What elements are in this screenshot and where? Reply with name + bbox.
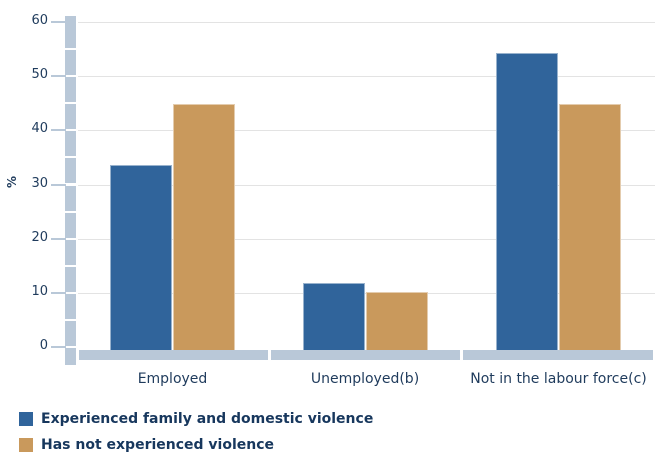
legend-item-experienced-violence: Experienced family and domestic violence: [19, 406, 373, 432]
y-axis-band-segment: [65, 348, 76, 365]
legend-label-experienced-violence: Experienced family and domestic violence: [41, 411, 374, 427]
x-axis-label: Unemployed(b): [310, 371, 420, 387]
legend-swatch-blue: [19, 412, 33, 426]
gridline: [78, 76, 655, 78]
y-axis-band-segment: [65, 16, 76, 49]
x-axis-label: Employed: [137, 371, 208, 387]
y-axis-band-segment: [65, 158, 76, 184]
y-axis-tick: [51, 237, 66, 240]
y-axis-tick-label: 50: [31, 67, 48, 83]
y-axis-tick-label: 60: [31, 13, 48, 28]
legend-item-no-violence: Has not experienced violence: [19, 432, 373, 458]
gridline: [78, 22, 655, 23]
legend: Experienced family and domestic violence…: [19, 406, 373, 458]
gridline: [78, 238, 655, 240]
bar-has-not-experienced-2: [365, 291, 428, 350]
y-axis-band-segment: [65, 266, 76, 292]
x-axis-band: [79, 350, 268, 360]
y-axis-band-segment: [65, 185, 76, 211]
x-axis-band: [463, 350, 653, 360]
y-axis-band-segment: [65, 104, 76, 130]
y-axis-band-segment: [65, 320, 76, 346]
x-axis-band: [271, 350, 460, 360]
gridline: [78, 184, 655, 186]
gridline: [78, 130, 655, 132]
y-axis-tick: [51, 129, 66, 132]
legend-label-no-violence: Has not experienced violence: [41, 437, 275, 453]
y-axis-band-segment: [65, 239, 76, 265]
bar-experienced-1: [110, 165, 172, 350]
y-axis-tick: [51, 75, 66, 78]
y-axis-band-segment: [65, 131, 76, 157]
y-axis-tick-label: 40: [31, 121, 48, 137]
bar-has-not-experienced-1: [173, 104, 235, 350]
legend-swatch-tan: [19, 438, 33, 452]
y-axis-tick-label: 0: [39, 338, 48, 353]
y-axis-tick-label: 20: [31, 229, 48, 245]
x-axis-label: Not in the labour force(c): [470, 371, 647, 387]
y-axis-tick: [51, 21, 66, 23]
y-axis-band-segment: [65, 293, 76, 319]
plot-area: [78, 22, 655, 350]
y-axis-tick-label: 10: [31, 283, 48, 299]
y-axis-tick: [51, 291, 66, 294]
bar-has-not-experienced-3: [559, 103, 621, 350]
y-axis-tick: [51, 183, 66, 186]
y-axis-tick: [51, 346, 66, 348]
bar-experienced-2: [302, 283, 365, 350]
y-axis-band-segment: [65, 50, 76, 76]
y-axis-band-segment: [65, 77, 76, 103]
y-axis-band-segment: [65, 212, 76, 238]
bar-experienced-3: [496, 52, 558, 350]
y-axis-tick-label: 30: [31, 175, 48, 191]
